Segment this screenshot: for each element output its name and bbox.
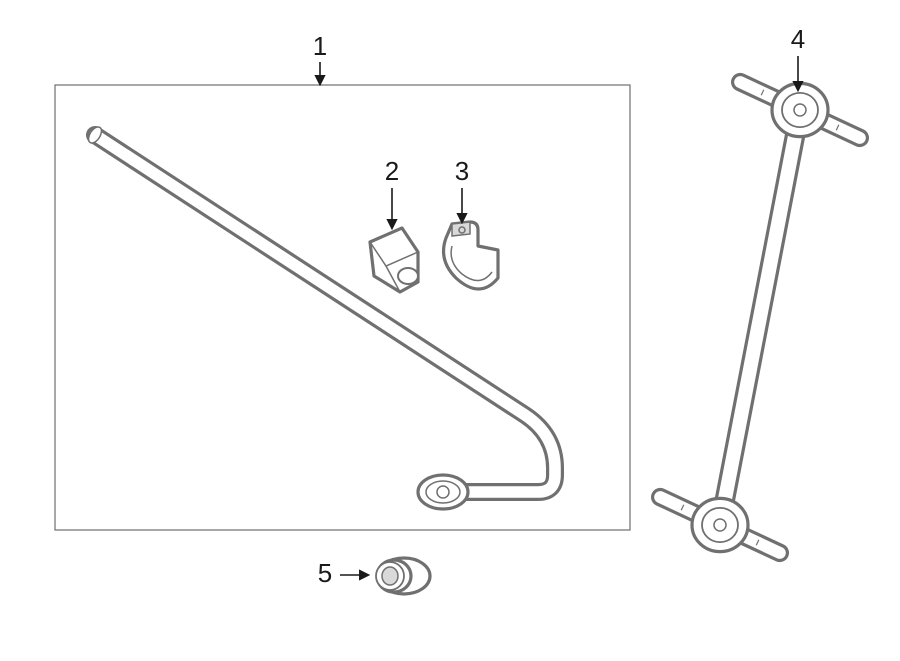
callout-3: 3 bbox=[455, 156, 469, 222]
part-bracket bbox=[444, 222, 498, 289]
callout-4: 4 bbox=[791, 24, 805, 90]
callout-2: 2 bbox=[385, 156, 399, 228]
part-stabilizer-bar bbox=[86, 125, 555, 509]
part-stabilizer-link bbox=[660, 82, 860, 553]
assembly-box bbox=[55, 85, 630, 530]
part-bushing bbox=[370, 228, 418, 292]
part-nut bbox=[376, 558, 430, 594]
callout-2-label: 2 bbox=[385, 156, 399, 186]
callout-1-label: 1 bbox=[313, 31, 327, 61]
callout-1: 1 bbox=[313, 31, 327, 84]
callout-5: 5 bbox=[318, 558, 368, 588]
callout-5-label: 5 bbox=[318, 558, 332, 588]
callout-4-label: 4 bbox=[791, 24, 805, 54]
callout-3-label: 3 bbox=[455, 156, 469, 186]
